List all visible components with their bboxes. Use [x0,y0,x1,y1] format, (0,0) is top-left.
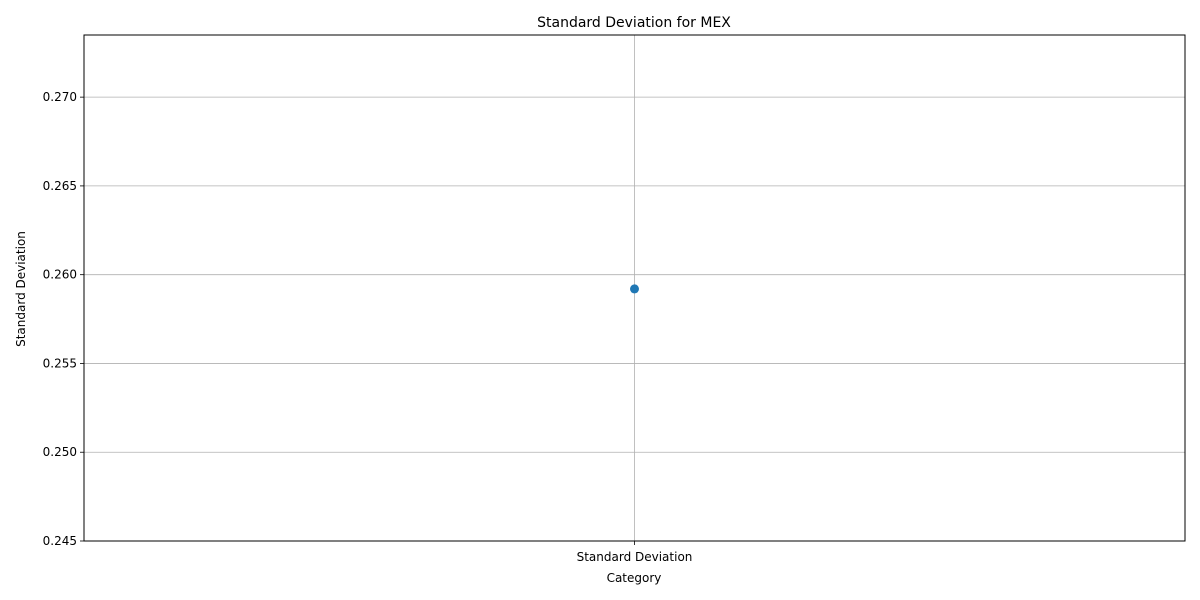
data-series [630,284,639,294]
y-axis-label: Standard Deviation [14,231,28,347]
y-tick-label: 0.250 [43,445,77,459]
y-tick-label: 0.260 [43,268,77,282]
y-tick-label: 0.245 [43,534,77,548]
y-tick-label: 0.270 [43,90,77,104]
data-point [630,284,639,294]
x-axis-ticks: Standard Deviation [577,541,693,564]
chart-title: Standard Deviation for MEX [537,15,731,31]
y-tick-label: 0.265 [43,179,77,193]
y-axis-ticks: 0.245 0.250 0.255 0.260 0.265 0.270 [43,90,84,548]
x-tick-label: Standard Deviation [577,550,693,564]
y-tick-label: 0.255 [43,356,77,370]
x-axis-label: Category [607,571,662,585]
